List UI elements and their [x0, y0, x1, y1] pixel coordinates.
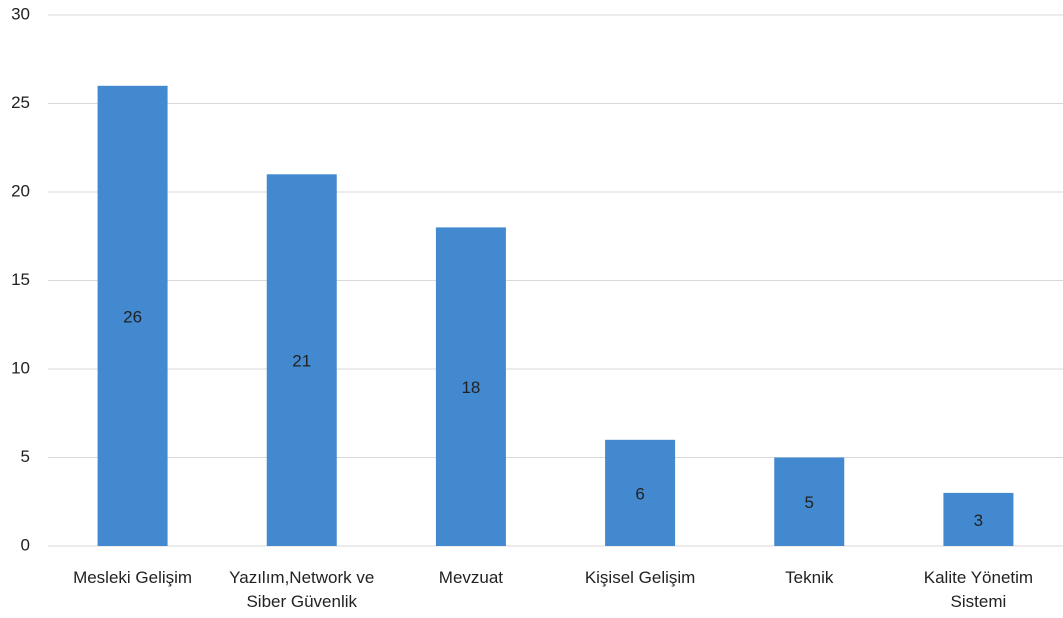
- x-tick-label: Mevzuat: [438, 568, 504, 587]
- data-label: 3: [974, 511, 983, 530]
- data-label: 5: [805, 493, 814, 512]
- bar: [943, 492, 1014, 546]
- y-tick-label: 10: [11, 358, 30, 377]
- data-label: 21: [292, 352, 311, 371]
- x-tick-label: Teknik: [785, 568, 834, 587]
- bar: [774, 457, 845, 546]
- x-tick-label: Yazılım,Network ve Siber Güvenlik: [229, 568, 375, 611]
- data-label: 6: [635, 484, 644, 503]
- y-tick-label: 0: [21, 535, 30, 554]
- bar: [435, 227, 506, 546]
- bar: [605, 439, 676, 546]
- data-label: 18: [461, 378, 480, 397]
- y-tick-label: 25: [11, 93, 30, 112]
- y-tick-label: 5: [21, 447, 30, 466]
- bar: [97, 85, 168, 547]
- y-tick-label: 30: [11, 4, 30, 23]
- data-label: 26: [123, 307, 142, 326]
- x-tick-label: Kişisel Gelişim: [584, 568, 696, 587]
- y-tick-label: 20: [11, 181, 30, 200]
- x-tick-label: Mesleki Gelişim: [73, 568, 193, 587]
- bar: [266, 174, 337, 547]
- y-tick-label: 15: [11, 270, 30, 289]
- x-tick-label: Kalite Yönetim Sistemi: [923, 568, 1034, 611]
